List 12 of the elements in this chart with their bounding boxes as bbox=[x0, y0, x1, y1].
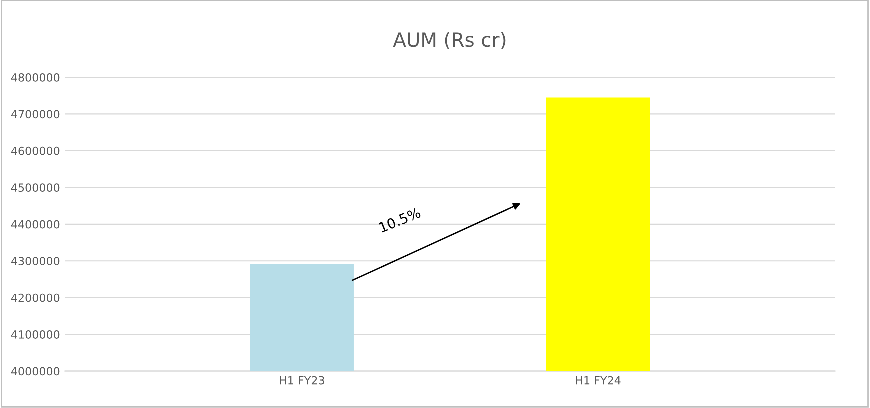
y-tick-label: 4500000 bbox=[11, 184, 60, 192]
y-tick-label: 4800000 bbox=[11, 73, 60, 82]
y-tick-label: 4700000 bbox=[11, 110, 60, 119]
x-tick-label: H1 FY24 bbox=[576, 376, 621, 385]
y-tick-label: 4300000 bbox=[11, 257, 60, 266]
chart-title: AUM (Rs cr) bbox=[393, 32, 506, 50]
y-tick-label: 4200000 bbox=[11, 294, 60, 302]
y-tick-label: 4000000 bbox=[11, 367, 60, 376]
y-tick-label: 4100000 bbox=[11, 330, 60, 339]
x-tick-label: H1 FY23 bbox=[280, 376, 324, 385]
y-tick-label: 4600000 bbox=[11, 146, 60, 156]
y-tick-label: 4400000 bbox=[11, 220, 60, 229]
